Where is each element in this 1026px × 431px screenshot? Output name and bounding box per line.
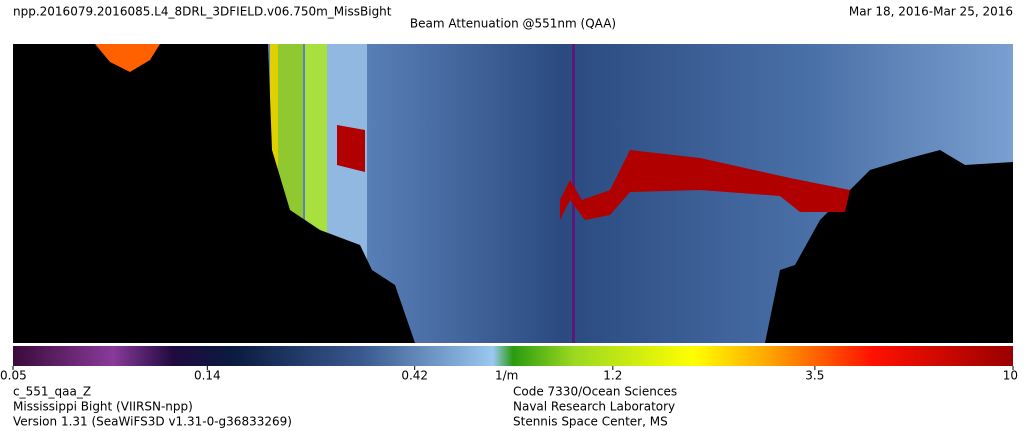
footer-text: Mississippi Bight (VIIRSN-npp) — [13, 400, 193, 414]
colorbar-unit: 1/m — [495, 369, 518, 383]
colorbar — [13, 346, 1013, 366]
colorbar-tick-label: 10 — [1003, 369, 1018, 383]
subtitle: Beam Attenuation @551nm (QAA) — [410, 17, 616, 31]
section-image — [13, 44, 1013, 343]
footer-text: Code 7330/Ocean Sciences — [513, 385, 677, 399]
file-title: npp.2016079.2016085.L4_8DRL_3DFIELD.v06.… — [13, 5, 392, 19]
colorbar-tick-label: 0.05 — [0, 369, 27, 383]
footer-text: Naval Research Laboratory — [513, 400, 675, 414]
date-range: Mar 18, 2016-Mar 25, 2016 — [849, 5, 1013, 19]
colorbar-tick-label: 0.14 — [194, 369, 221, 383]
colorbar-tick-label: 3.5 — [805, 369, 824, 383]
footer-text: Version 1.31 (SeaWiFS3D v1.31-0-g3683326… — [13, 415, 292, 429]
colorbar-tick-label: 0.42 — [401, 369, 428, 383]
footer-text: Stennis Space Center, MS — [513, 415, 668, 429]
colorbar-tick-label: 1.2 — [603, 369, 622, 383]
footer-text: c_551_qaa_Z — [13, 385, 91, 399]
